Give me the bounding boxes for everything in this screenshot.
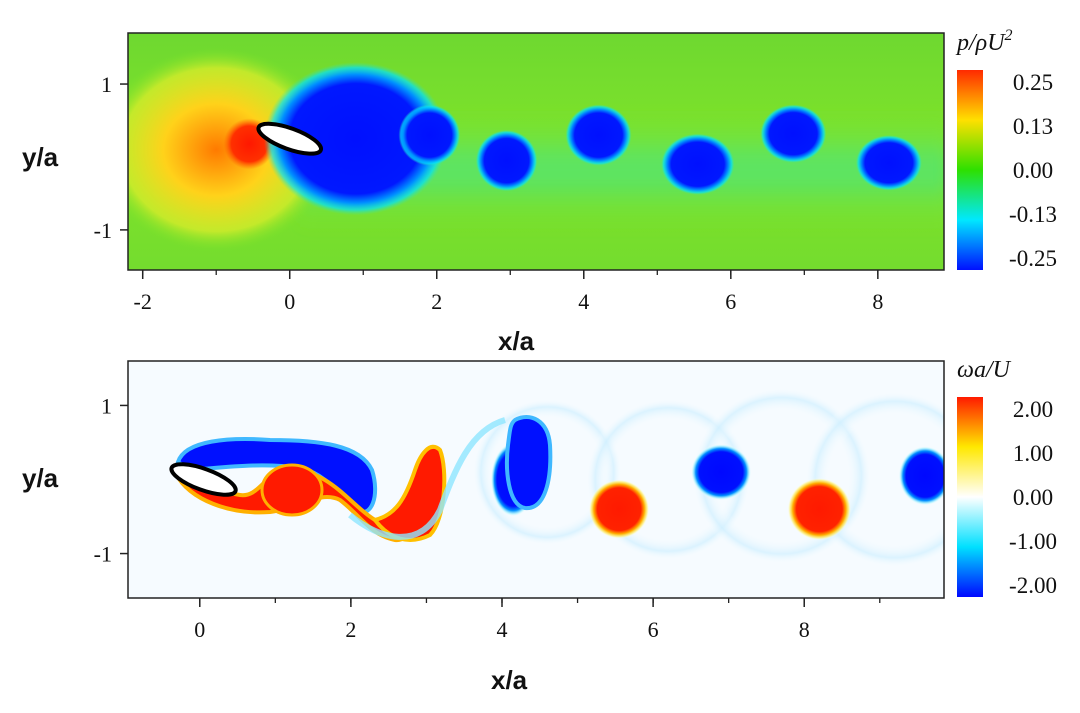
vorticity-colorbar-tick-label: -1.00	[1009, 529, 1057, 554]
pressure-colorbar-tick-label: 0.13	[1013, 114, 1053, 139]
pressure-colorbar-title: p/ρU2	[955, 27, 1013, 56]
vorticity-elliptic-body	[169, 462, 238, 497]
pressure-low-region-6	[660, 133, 735, 195]
pressure-y-tick-label: 1	[101, 72, 112, 97]
vorticity-neg-region-6	[690, 443, 752, 501]
positive-vortex-rollup	[371, 444, 447, 542]
vorticity-pos-region-5	[588, 479, 650, 539]
pressure-ylabel: y/a	[22, 142, 59, 172]
pressure-colorbar-gradient	[957, 70, 983, 270]
vorticity-x-tick-label: 6	[648, 617, 659, 642]
vorticity-colorbar-gradient	[957, 397, 983, 597]
vorticity-near-wake	[171, 415, 553, 543]
pressure-low-region-2	[264, 62, 448, 216]
upper-shear-layer	[175, 437, 378, 515]
negative-vortex-elongated	[504, 415, 553, 511]
vorticity-x-tick-label: 8	[799, 617, 810, 642]
pressure-colorbar-tick-label: 0.00	[1013, 158, 1053, 183]
vorticity-y-tick-label: 1	[101, 393, 112, 418]
pressure-x-tick-label: 8	[872, 289, 883, 314]
pressure-elliptic-body	[256, 121, 324, 156]
positive-vortex-near	[260, 463, 324, 517]
pressure-x-tick-label: 2	[431, 289, 442, 314]
vorticity-colorbar-tick-label: 2.00	[1013, 397, 1053, 422]
pressure-low-region-8	[855, 135, 922, 191]
vorticity-colorbar-tick-label: 1.00	[1013, 441, 1053, 466]
vorticity-colorbar-tick-label: 0.00	[1013, 485, 1053, 510]
vorticity-x-tick-label: 0	[194, 617, 205, 642]
pressure-low-region-3	[398, 104, 461, 166]
vorticity-plot: 0 2 4 6 8 1 -1 y/a x/a ωa/U 2.00 1.00 0.00 -1.00 -…	[22, 357, 1057, 695]
vorticity-pos-region-7	[787, 478, 852, 541]
pressure-xlabel: x/a	[498, 326, 535, 356]
pressure-y-tick-label: -1	[94, 218, 112, 243]
pressure-plot: -2 0 2 4 6 8 1 -1 y/a x/a p/ρU2 0.25 0.13 0.00 -0.…	[22, 27, 1057, 356]
vorticity-ylabel: y/a	[22, 463, 59, 493]
vorticity-colorbar-title: ωa/U	[957, 357, 1012, 383]
vorticity-x-tick-label: 4	[497, 617, 508, 642]
vorticity-colorbar: ωa/U 2.00 1.00 0.00 -1.00 -2.00	[957, 357, 1057, 598]
vorticity-neg-region-8	[898, 446, 944, 506]
vorticity-plot-frame	[127, 360, 945, 599]
pressure-colorbar-tick-label: -0.25	[1009, 246, 1057, 271]
vorticity-y-tick-label: -1	[94, 542, 112, 567]
vorticity-xlabel: x/a	[491, 665, 528, 695]
pressure-low-region-4	[475, 129, 538, 192]
shear-filament	[348, 417, 506, 540]
vorticity-x-tick-label: 2	[345, 617, 356, 642]
pressure-colorbar-tick-label: -0.13	[1009, 202, 1057, 227]
pressure-x-tick-label: 0	[284, 289, 295, 314]
pressure-low-region-7	[760, 104, 827, 163]
pressure-low-region-5	[565, 104, 632, 166]
pressure-colorbar: p/ρU2 0.25 0.13 0.00 -0.13 -0.25	[955, 27, 1057, 271]
pressure-x-tick-label: 4	[578, 289, 589, 314]
pressure-plot-frame	[127, 32, 945, 271]
pressure-colorbar-tick-label: 0.25	[1013, 70, 1053, 95]
pressure-x-tick-label: 6	[725, 289, 736, 314]
pressure-x-tick-label: -2	[134, 289, 152, 314]
vorticity-colorbar-tick-label: -2.00	[1009, 573, 1057, 598]
